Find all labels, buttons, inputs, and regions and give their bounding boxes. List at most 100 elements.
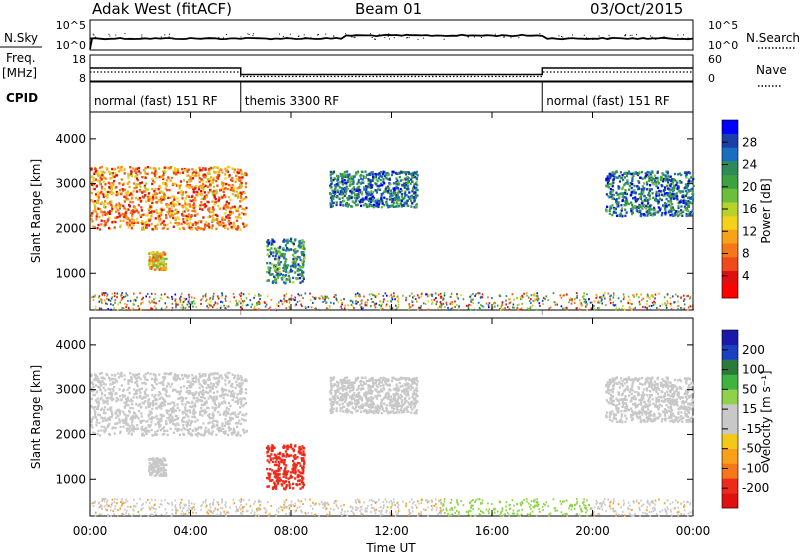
power-echo-cell <box>179 180 183 183</box>
power-echo-cell <box>292 276 295 280</box>
velocity-echo-cell <box>100 371 103 375</box>
velocity-echo-cell <box>100 429 103 432</box>
power-echo-cell <box>653 198 657 202</box>
power-echo-cell <box>199 207 202 210</box>
power-echo-cell <box>231 205 234 209</box>
velocity-echo-cell <box>90 374 93 378</box>
power-echo-cell <box>167 203 171 207</box>
power-noise-cell <box>148 296 151 299</box>
velocity-echo-cell <box>195 377 198 380</box>
power-echo-cell <box>107 181 110 184</box>
power-echo-cell <box>204 220 208 224</box>
power-echo-cell <box>689 197 692 200</box>
power-echo-cell <box>408 191 411 194</box>
power-echo-cell <box>91 183 94 187</box>
power-noise-cell <box>217 302 219 305</box>
power-echo-cell <box>216 214 219 217</box>
power-echo-cell <box>622 178 625 182</box>
power-echo-cell <box>283 238 286 241</box>
velocity-echo-cell <box>136 385 139 388</box>
power-echo-cell <box>302 245 305 249</box>
velocity-echo-cell <box>209 416 213 420</box>
power-echo-cell <box>191 171 194 175</box>
velocity-echo-cell <box>227 433 230 437</box>
power-echo-cell <box>104 194 107 197</box>
power-echo-cell <box>227 195 231 199</box>
velocity-echo-cell <box>140 425 144 429</box>
freq-tick-bottom: 8 <box>79 72 86 85</box>
power-echo-cell <box>169 221 172 224</box>
power-echo-cell <box>198 188 201 191</box>
power-echo-cell <box>154 174 157 177</box>
power-echo-cell <box>104 177 107 180</box>
cpid-segment-label: themis 3300 RF <box>245 94 339 108</box>
velocity-echo-cell <box>132 373 135 376</box>
power-echo-cell <box>373 175 376 179</box>
power-echo-cell <box>330 172 334 175</box>
power-echo-cell <box>680 181 683 184</box>
power-echo-cell <box>346 170 349 173</box>
power-echo-cell <box>273 269 276 272</box>
velocity-echo-cell <box>189 421 192 424</box>
power-echo-cell <box>155 201 158 204</box>
power-noise-cell <box>536 292 538 295</box>
velocity-echo-cell <box>111 381 114 384</box>
power-echo-cell <box>174 221 177 225</box>
power-echo-cell <box>213 166 216 169</box>
power-echo-cell <box>193 196 196 200</box>
power-echo-cell <box>125 208 128 211</box>
power-noise-cell <box>505 303 507 306</box>
freq-trace <box>90 67 693 78</box>
power-echo-cell <box>231 179 234 183</box>
power-noise-cell <box>312 295 314 298</box>
velocity-echo-cell <box>111 427 114 430</box>
power-echo-cell <box>650 188 653 191</box>
velocity-echo-cell <box>114 373 117 377</box>
velocity-echo-cell <box>175 379 178 382</box>
power-noise-cell <box>511 293 514 296</box>
power-echo-cell <box>662 204 665 208</box>
power-echo-cell <box>647 198 650 202</box>
power-noise-cell <box>593 300 596 303</box>
power-noise-cell <box>226 305 228 308</box>
power-echo-cell <box>202 187 205 190</box>
nsearch-dot <box>124 33 126 35</box>
velocity-echo-cell <box>176 422 179 425</box>
velocity-echo-cell <box>207 391 210 394</box>
power-echo-cell <box>377 185 380 188</box>
power-echo-cell <box>647 193 650 197</box>
power-echo-cell <box>634 205 637 208</box>
power-echo-cell <box>271 254 275 258</box>
power-echo-cell <box>369 184 372 187</box>
power-echo-cell <box>176 197 179 200</box>
power-noise-cell <box>106 298 108 300</box>
power-echo-cell <box>178 227 181 230</box>
power-noise-cell <box>646 293 649 296</box>
velocity-echo-cell <box>104 406 107 409</box>
power-echo-cell <box>212 178 215 182</box>
power-noise-cell <box>344 304 346 307</box>
power-echo-cell <box>206 200 209 203</box>
power-echo-cell <box>237 194 240 197</box>
power-echo-cell <box>391 200 394 204</box>
power-echo-cell <box>631 179 634 183</box>
power-echo-cell <box>411 202 414 205</box>
power-noise-cell <box>428 294 430 297</box>
power-noise-cell <box>683 303 686 306</box>
velocity-echo-cell <box>167 382 170 385</box>
velocity-echo-cell <box>176 417 179 421</box>
velocity-echo-cell <box>172 410 175 414</box>
power-echo-cell <box>645 204 648 207</box>
power-echo-cell <box>610 206 613 210</box>
power-echo-cell <box>279 260 283 264</box>
power-echo-cell <box>617 201 620 204</box>
date-title: 03/Oct/2015 <box>590 0 683 18</box>
power-echo-cell <box>132 220 135 223</box>
velocity-echo-cell <box>192 405 195 408</box>
power-noise-cell <box>544 298 546 301</box>
power-noise-cell <box>126 294 129 297</box>
power-echo-cell <box>681 199 684 203</box>
power-echo-cell <box>137 211 140 214</box>
power-noise-cell <box>586 303 588 306</box>
power-echo-cell <box>371 192 374 195</box>
